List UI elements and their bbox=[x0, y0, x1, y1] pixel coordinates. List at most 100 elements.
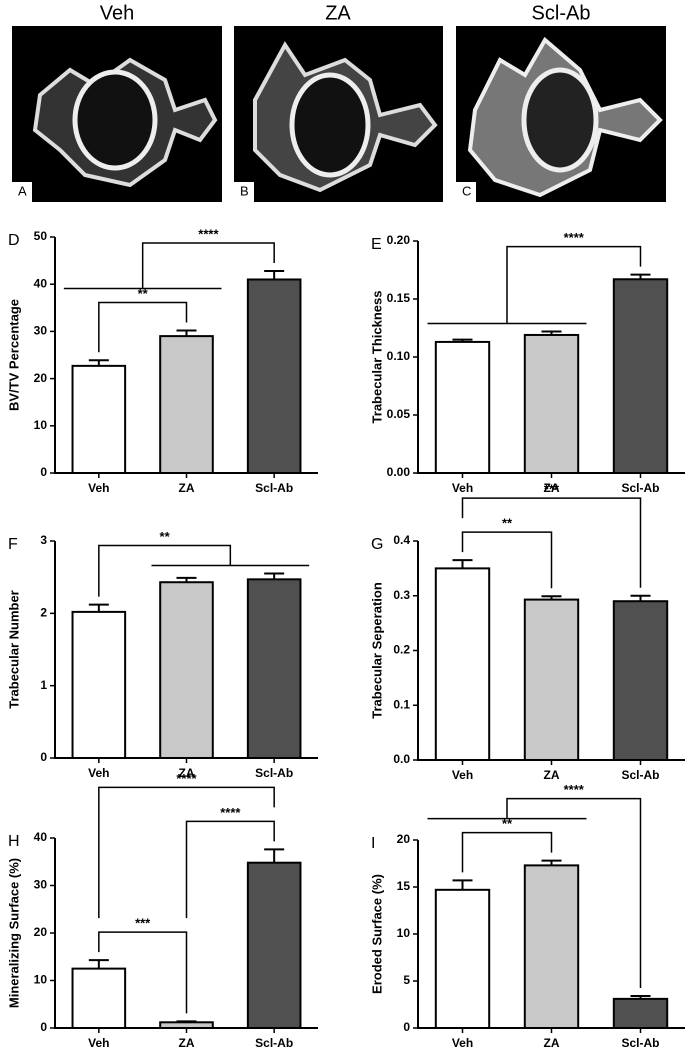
y-tick-label: 3 bbox=[40, 533, 47, 547]
y-tick-label: 0.20 bbox=[387, 233, 411, 247]
x-tick-label: Veh bbox=[88, 766, 109, 780]
error-bar bbox=[264, 848, 285, 863]
bone-ring bbox=[521, 67, 599, 173]
chart: F Trabecular Number 0 1 2 3 Veh ZA Scl-Ab ** bbox=[6, 529, 318, 780]
image-title: ZA bbox=[325, 2, 351, 24]
error-bar bbox=[630, 995, 651, 999]
x-tick-label: Scl-Ab bbox=[255, 481, 293, 495]
x-tick-label: Veh bbox=[452, 481, 473, 495]
y-tick-label: 2 bbox=[40, 606, 47, 620]
axes bbox=[417, 241, 685, 474]
y-tick-label: 1 bbox=[40, 678, 47, 692]
y-tick-label: 0.10 bbox=[387, 349, 411, 363]
bar bbox=[612, 997, 669, 1029]
y-tick-label: 5 bbox=[403, 973, 410, 987]
significance-bracket bbox=[98, 301, 188, 353]
chart: G Trabecular Seperation 0.0 0.1 0.2 0.3 0.4 Veh… bbox=[369, 482, 685, 782]
image-panel: ZA B bbox=[234, 2, 443, 202]
panel-label: F bbox=[8, 536, 18, 553]
axes bbox=[54, 541, 318, 759]
error-bar bbox=[452, 559, 473, 569]
axes bbox=[417, 840, 685, 1029]
error-bar bbox=[176, 329, 197, 337]
significance-bracket bbox=[98, 786, 275, 919]
significance-bracket bbox=[98, 931, 188, 1014]
bar bbox=[71, 610, 127, 759]
y-tick-label: 50 bbox=[34, 229, 48, 243]
y-tick-label: 10 bbox=[34, 973, 48, 987]
error-bar bbox=[176, 576, 197, 583]
image-letter-box bbox=[456, 182, 476, 202]
error-bar bbox=[88, 959, 109, 969]
error-bar bbox=[88, 359, 109, 366]
y-tick-label: 0 bbox=[40, 1020, 47, 1034]
y-tick-label: 20 bbox=[397, 832, 411, 846]
y-tick-label: 40 bbox=[34, 276, 48, 290]
image-letter-box bbox=[234, 182, 254, 202]
x-tick-label: Veh bbox=[88, 481, 109, 495]
image-panel: Scl-Ab C bbox=[456, 2, 666, 202]
error-bar bbox=[630, 273, 651, 280]
y-tick-label: 30 bbox=[34, 324, 48, 338]
significance-bracket bbox=[185, 820, 275, 919]
bar bbox=[434, 340, 491, 475]
bone-ring bbox=[289, 72, 371, 178]
y-tick-label: 0.2 bbox=[393, 643, 410, 657]
x-tick-label: Veh bbox=[452, 768, 473, 782]
y-tick-label: 30 bbox=[34, 878, 48, 892]
significance-label: ** bbox=[138, 286, 149, 301]
significance-bracket bbox=[461, 831, 553, 873]
error-bar bbox=[541, 859, 562, 866]
error-bar bbox=[630, 594, 651, 602]
y-tick-label: 0.4 bbox=[393, 533, 410, 547]
significance-label: **** bbox=[198, 226, 219, 241]
x-tick-label: ZA bbox=[179, 481, 195, 495]
error-bar bbox=[452, 338, 473, 342]
chart: H Mineralizing Surface (%) 0 10 20 30 40 Veh ZA S… bbox=[6, 771, 318, 1050]
axes bbox=[54, 237, 318, 474]
chart: D BV/TV Percentage 0 10 20 30 40 50 Veh ZA Scl-Ab *… bbox=[6, 226, 318, 495]
bar bbox=[434, 567, 491, 761]
y-tick-label: 10 bbox=[397, 926, 411, 940]
x-tick-label: ZA bbox=[179, 766, 195, 780]
bone-ring bbox=[72, 69, 158, 171]
significance-bracket bbox=[506, 797, 642, 989]
image-letter: C bbox=[462, 183, 471, 198]
significance-bracket bbox=[461, 531, 553, 589]
bar bbox=[246, 278, 302, 475]
chart: I Eroded Surface (%) 0 5 10 15 20 Veh ZA Scl-Ab **… bbox=[369, 782, 685, 1050]
significance-label: *** bbox=[544, 482, 560, 497]
x-tick-label: ZA bbox=[544, 768, 560, 782]
y-axis-title: Mineralizing Surface (%) bbox=[6, 858, 21, 1008]
y-tick-label: 0.00 bbox=[387, 465, 411, 479]
x-tick-label: Scl-Ab bbox=[255, 766, 293, 780]
error-bar bbox=[176, 1020, 197, 1023]
bar bbox=[612, 600, 669, 761]
bar bbox=[159, 581, 214, 759]
y-axis-title: Eroded Surface (%) bbox=[369, 874, 384, 994]
panel-label: I bbox=[371, 835, 375, 852]
x-tick-label: Veh bbox=[88, 1036, 109, 1050]
bar bbox=[434, 888, 491, 1029]
x-tick-label: ZA bbox=[544, 1036, 560, 1050]
y-tick-label: 0.1 bbox=[393, 697, 410, 711]
significance-label: **** bbox=[176, 771, 197, 786]
x-tick-label: Veh bbox=[452, 1036, 473, 1050]
y-tick-label: 20 bbox=[34, 371, 48, 385]
error-bar bbox=[541, 330, 562, 335]
panel-label: D bbox=[8, 232, 20, 249]
y-tick-label: 0.15 bbox=[387, 291, 411, 305]
y-tick-label: 0 bbox=[403, 1020, 410, 1034]
bar bbox=[159, 335, 214, 474]
x-tick-label: Scl-Ab bbox=[621, 768, 659, 782]
image-title: Scl-Ab bbox=[532, 2, 591, 24]
image-panel: Veh A bbox=[12, 2, 222, 202]
axes bbox=[54, 838, 318, 1029]
significance-bracket bbox=[506, 245, 642, 324]
significance-label: **** bbox=[564, 782, 585, 797]
significance-label: **** bbox=[220, 805, 241, 820]
y-axis-title: BV/TV Percentage bbox=[6, 299, 21, 411]
y-tick-label: 0 bbox=[40, 465, 47, 479]
panel-label: E bbox=[371, 236, 382, 253]
